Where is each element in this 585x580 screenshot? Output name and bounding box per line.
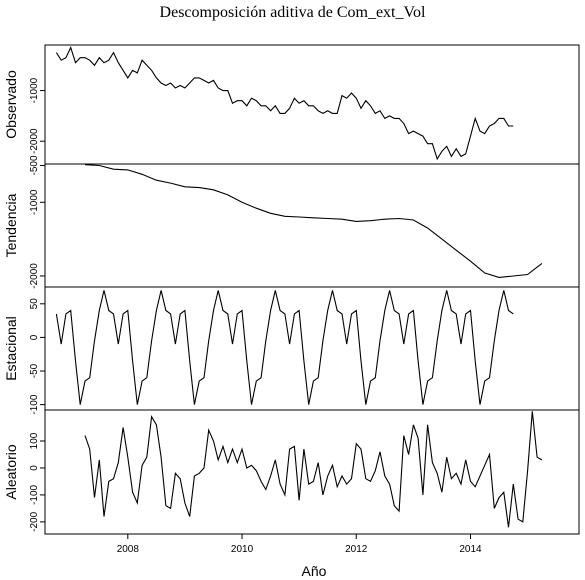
x-tick-label: 2008 — [117, 544, 140, 555]
series-line-observado — [55, 45, 514, 161]
y-tick-label: -1000 — [29, 77, 40, 103]
panel-frame — [44, 44, 580, 165]
x-tick-label: 2012 — [345, 544, 368, 555]
y-tick-label: -500 — [29, 155, 40, 175]
panel-observado: -1000 -2000 Observado — [3, 44, 580, 165]
x-tick-label: 2010 — [231, 544, 254, 555]
y-tick-label: -2000 — [29, 128, 40, 154]
y-tick-label: -50 — [29, 363, 40, 378]
y-tick-label: -200 — [29, 511, 40, 531]
y-tick-label: -2000 — [29, 263, 40, 289]
panels-layer: -1000-2000Observado-500-1000-2000Tendenc… — [3, 44, 580, 535]
x-tick-label: 2014 — [459, 544, 482, 555]
panel-label-estacional: Estacional — [3, 316, 19, 381]
panel-aleatorio: 100 0 -100 -200 Aleatorio — [3, 409, 580, 535]
y-tick-label: 0 — [29, 334, 40, 340]
panel-frame — [44, 286, 580, 411]
chart-title: Descomposición aditiva de Com_ext_Vol — [159, 4, 426, 21]
panel-frame — [44, 163, 580, 288]
panel-estacional: 50 0 -50 -100 Estacional — [3, 286, 580, 415]
panel-tendencia: -500 -1000 -2000 Tendencia — [3, 155, 580, 289]
panel-label-tendencia: Tendencia — [3, 193, 19, 257]
y-tick-label: -100 — [29, 484, 40, 504]
series-line-estacional — [55, 290, 514, 405]
panel-label-aleatorio: Aleatorio — [3, 444, 19, 499]
panel-frame — [44, 409, 580, 535]
y-tick-label: 50 — [29, 298, 40, 310]
x-axis-title: Año — [302, 563, 327, 579]
series-line-tendencia — [84, 164, 543, 278]
y-tick-label: 100 — [29, 432, 40, 449]
y-tick-label: -100 — [29, 394, 40, 414]
series-line-aleatorio — [84, 411, 543, 528]
y-tick-label: 0 — [29, 465, 40, 471]
x-axis: 2008 2010 2012 2014 — [117, 534, 482, 555]
y-tick-label: -1000 — [29, 189, 40, 215]
panel-label-observado: Observado — [3, 70, 19, 139]
